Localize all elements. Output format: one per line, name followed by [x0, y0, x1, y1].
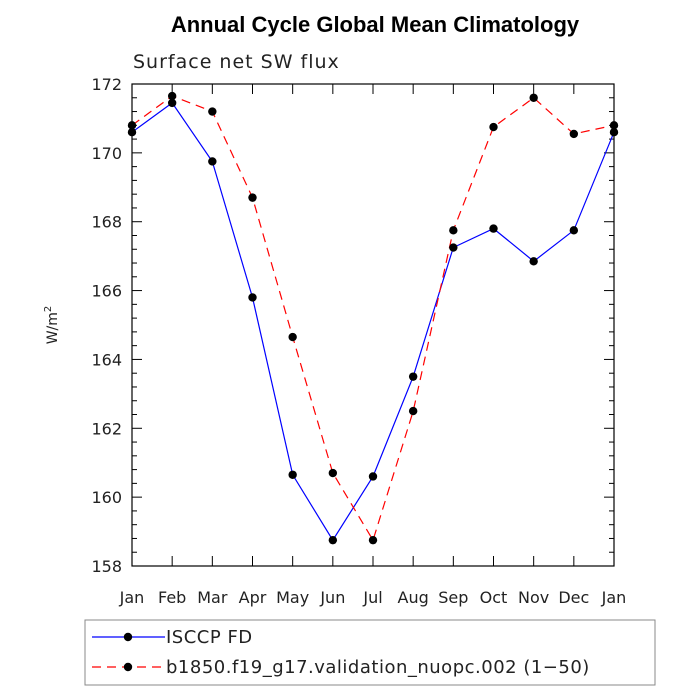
x-tick-label: Feb	[158, 588, 186, 607]
legend-label-1: b1850.f19_g17.validation_nuopc.002 (1−50…	[166, 657, 590, 678]
y-tick-label: 164	[91, 350, 122, 369]
legend-marker-0	[123, 632, 133, 642]
y-axis-label: W/m2	[43, 306, 61, 345]
data-point-series-0	[449, 243, 458, 252]
y-axis-label-text: W/m	[45, 312, 61, 344]
data-point-series-1	[368, 535, 378, 545]
data-point-series-0	[529, 257, 538, 266]
y-tick-label: 160	[91, 488, 122, 507]
x-tick-label: Nov	[518, 588, 549, 607]
data-point-series-1	[408, 406, 418, 416]
chart-subtitle: Surface net SW flux	[133, 51, 340, 73]
y-tick-label: 162	[91, 419, 122, 438]
data-point-series-1	[208, 107, 217, 116]
data-point-series-0	[609, 128, 619, 137]
data-point-series-0	[408, 372, 418, 381]
data-point-series-0	[208, 157, 217, 166]
data-point-series-0	[328, 535, 338, 545]
chart-title: Annual Cycle Global Mean Climatology	[171, 12, 580, 37]
x-tick-label: Jan	[119, 588, 145, 607]
data-point-series-1	[489, 122, 498, 132]
legend-label-0: ISCCP FD	[166, 627, 253, 648]
y-tick-label: 168	[91, 213, 122, 232]
x-tick-label: May	[276, 588, 309, 607]
data-point-series-0	[167, 98, 177, 108]
x-tick-label: Oct	[480, 588, 508, 607]
x-tick-label: Jan	[601, 588, 627, 607]
data-point-series-1	[529, 93, 538, 102]
y-tick-label: 166	[91, 282, 122, 301]
x-tick-label: Sep	[438, 588, 468, 607]
data-point-series-0	[288, 470, 297, 479]
legend-marker-1	[123, 662, 133, 672]
x-tick-label: Jul	[362, 588, 382, 607]
x-tick-label: Aug	[398, 588, 429, 607]
series-markers	[127, 91, 619, 545]
y-axis-label-superscript: 2	[43, 306, 54, 312]
y-tick-label: 158	[91, 557, 122, 576]
data-point-series-1	[248, 193, 257, 202]
data-point-series-0	[569, 226, 579, 235]
data-point-series-0	[127, 128, 137, 137]
legend-box	[84, 619, 656, 686]
y-tick-label: 170	[91, 144, 122, 163]
data-point-series-1	[127, 121, 137, 130]
data-point-series-0	[368, 472, 378, 481]
data-point-series-1	[449, 226, 458, 235]
x-tick-label: Jun	[319, 588, 345, 607]
y-ticks: 158 160 162 164 166 168 170 172	[91, 75, 614, 576]
data-point-series-1	[288, 332, 297, 342]
plot-frame	[131, 83, 615, 567]
data-point-series-1	[167, 91, 177, 101]
legend: ISCCP FD b1850.f19_g17.validation_nuopc.0…	[92, 627, 590, 678]
data-point-series-0	[248, 293, 257, 302]
data-point-series-1	[609, 121, 619, 130]
y-tick-label: 172	[91, 75, 122, 94]
x-tick-label: Dec	[558, 588, 589, 607]
data-point-series-1	[328, 468, 338, 478]
x-tick-label: Apr	[239, 588, 267, 607]
x-ticks: Jan Feb Mar Apr May Jun Jul Aug Sep Oct Nov Dec Jan	[119, 84, 627, 607]
x-tick-label: Mar	[197, 588, 228, 607]
data-point-series-1	[569, 129, 579, 139]
data-point-series-0	[489, 224, 498, 233]
